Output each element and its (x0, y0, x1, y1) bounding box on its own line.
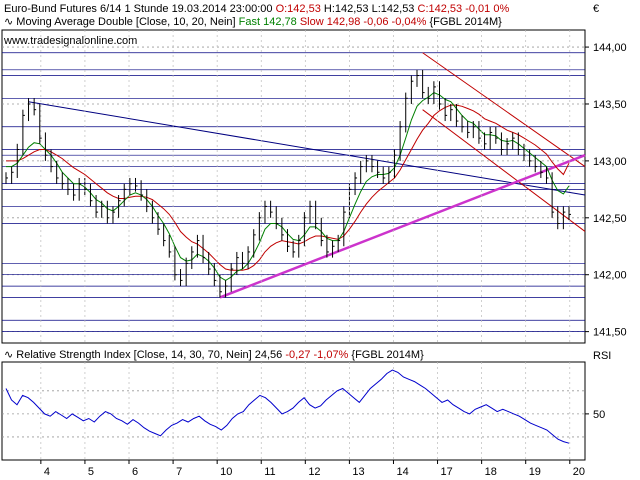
rsi-plot-frame (1, 361, 586, 461)
ma-header-fast: Fast 142,78 (238, 16, 297, 28)
rsi-icon: ∿ (4, 349, 14, 361)
ma-header-symbol: {FGBL 2014M} (429, 16, 502, 28)
descending-trendline (28, 101, 586, 196)
channel-upper-line (422, 52, 586, 167)
ascending-trendline (219, 154, 586, 299)
x-tick-label: 7 (176, 466, 182, 478)
rsi-header-value: 24,56 (254, 349, 283, 361)
price-header-high: H:142,53 (323, 3, 369, 15)
rsi-header-change: -0,27 -1,07% (285, 349, 349, 361)
ma-header-label: Moving Average Double [Close, 10, 20, Ne… (16, 16, 236, 28)
x-tick-label: 11 (264, 466, 275, 478)
price-header-datetime: 19.03.2014 23:00:00 (171, 3, 273, 15)
price-y-tick-label: 141,50 (593, 327, 627, 339)
price-header-close: C:142,53 -0,01 0% (417, 3, 510, 15)
x-tick-label: 4 (44, 466, 50, 478)
ma-header: ∿ Moving Average Double [Close, 10, 20, … (4, 16, 502, 28)
price-y-tick-label: 142,00 (593, 270, 627, 282)
price-y-tick-label: 143,50 (593, 99, 627, 111)
x-tick-label: 19 (529, 466, 541, 478)
x-tick-label: 20 (573, 466, 585, 478)
rsi-axis-title: RSI (593, 350, 612, 362)
rsi-header-symbol: {FGBL 2014M} (351, 349, 424, 361)
price-header-open: O:142,53 (275, 3, 321, 15)
price-header-label: Euro-Bund Futures 6/14 1 Stunde (4, 3, 169, 15)
currency-label: € (593, 3, 600, 15)
ma-header-slow: Slow 142,98 -0,06 -0,04% (299, 16, 427, 28)
ma-icon: ∿ (4, 16, 14, 28)
price-header: Euro-Bund Futures 6/14 1 Stunde 19.03.20… (4, 3, 509, 15)
rsi-header: ∿ Relative Strength Index [Close, 14, 30… (4, 349, 424, 361)
rsi-y-tick-label: 50 (593, 409, 605, 421)
price-header-low: L:142,53 (371, 3, 415, 15)
price-y-tick-label: 143,00 (593, 156, 627, 168)
x-tick-label: 17 (441, 466, 453, 478)
x-tick-label: 5 (88, 466, 94, 478)
rsi-header-label: Relative Strength Index [Close, 14, 30, … (16, 349, 252, 361)
x-tick-label: 14 (396, 466, 408, 478)
price-plot-frame (1, 29, 586, 344)
x-tick-label: 18 (485, 466, 497, 478)
price-y-tick-label: 142,50 (593, 213, 627, 225)
price-y-tick-label: 144,00 (593, 42, 627, 54)
website-label: www.tradesignalonline.com (4, 35, 138, 47)
x-tick-label: 10 (220, 466, 232, 478)
x-tick-label: 13 (352, 466, 364, 478)
x-tick-label: 12 (308, 466, 320, 478)
rsi-line (5, 369, 570, 444)
x-tick-label: 6 (132, 466, 138, 478)
